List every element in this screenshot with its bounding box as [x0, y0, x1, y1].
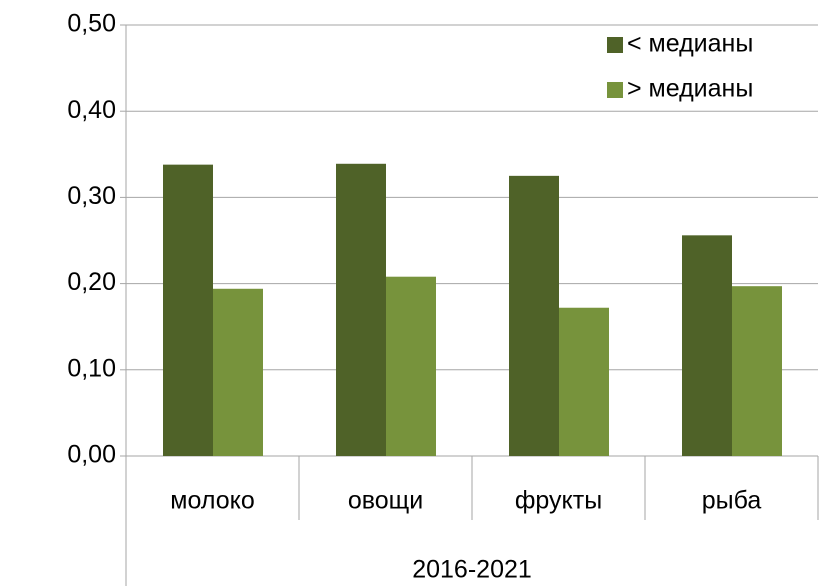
y-tick-label: 0,50: [67, 10, 116, 38]
bar: [213, 288, 263, 456]
bar: [336, 163, 386, 457]
bar: [509, 175, 559, 456]
bar: [386, 276, 436, 456]
group-label: 2016-2021: [412, 556, 532, 584]
bar: [163, 164, 213, 457]
bar: [732, 286, 782, 456]
legend-swatch: [607, 82, 623, 98]
x-tick-label: овощи: [348, 487, 423, 515]
y-tick-label: 0,00: [67, 441, 116, 469]
bar: [559, 307, 609, 456]
y-tick-label: 0,30: [67, 182, 116, 210]
x-tick-label: молоко: [170, 487, 254, 515]
y-tick-label: 0,10: [67, 354, 116, 382]
bar: [682, 235, 732, 456]
x-tick-label: рыба: [702, 487, 762, 515]
x-tick-label: фрукты: [515, 487, 602, 515]
legend-label: < медианы: [627, 30, 753, 58]
y-tick-label: 0,40: [67, 96, 116, 124]
legend-label: > медианы: [627, 75, 753, 103]
y-tick-label: 0,20: [67, 268, 116, 296]
legend-swatch: [607, 37, 623, 53]
